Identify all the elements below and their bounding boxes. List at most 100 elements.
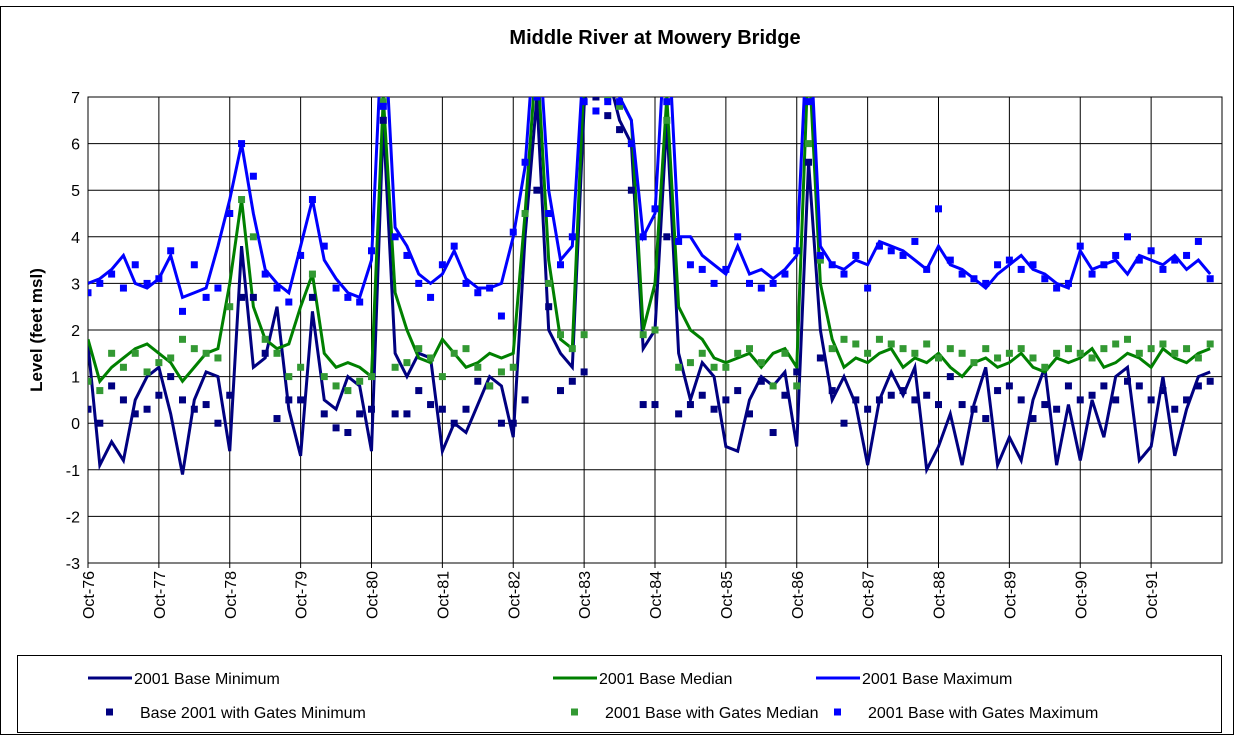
series-marker <box>1017 396 1025 404</box>
series-marker <box>214 419 222 427</box>
series-marker <box>438 405 446 413</box>
series-marker <box>1112 396 1120 404</box>
series-marker <box>805 98 813 106</box>
series-marker <box>923 265 931 273</box>
series-marker <box>88 377 92 385</box>
series-marker <box>108 349 116 357</box>
series-marker <box>403 251 411 259</box>
series-marker <box>1076 242 1084 250</box>
series-marker <box>273 349 281 357</box>
series-marker <box>332 382 340 390</box>
series-marker <box>545 210 553 217</box>
series-marker <box>734 233 742 241</box>
series-marker <box>1112 251 1120 259</box>
series-marker <box>663 116 671 124</box>
series-marker <box>108 382 116 390</box>
series-marker <box>308 196 316 204</box>
series-line <box>88 97 1212 300</box>
series-marker <box>923 340 931 348</box>
series-marker <box>958 349 966 357</box>
series-marker <box>379 102 387 110</box>
legend-label: Base 2001 with Gates Minimum <box>140 705 366 722</box>
series-marker <box>391 233 399 241</box>
series-marker <box>332 424 340 432</box>
series-marker <box>226 303 234 311</box>
series-marker <box>982 415 990 423</box>
series-marker <box>285 298 293 306</box>
legend-label: 2001 Base with Gates Median <box>605 705 818 722</box>
legend-label: 2001 Base Median <box>599 671 732 688</box>
series-marker <box>131 410 139 418</box>
series-marker <box>474 377 482 385</box>
series-marker <box>686 261 694 269</box>
series-marker <box>816 251 824 259</box>
series-marker <box>722 363 730 371</box>
series-marker <box>982 279 990 287</box>
series-marker <box>1194 354 1202 362</box>
series-marker <box>686 359 694 367</box>
y-tick-label: 5 <box>71 183 80 200</box>
series-marker <box>1183 396 1191 404</box>
series-marker <box>757 284 765 292</box>
series-marker <box>155 359 163 367</box>
legend-label: 2001 Base with Gates Maximum <box>868 705 1098 722</box>
series-marker <box>273 284 281 292</box>
series-marker <box>805 158 813 166</box>
series-marker <box>698 265 706 273</box>
series-marker <box>320 373 328 381</box>
x-tick-label: Oct-88 <box>932 571 949 619</box>
series-marker <box>746 410 753 418</box>
series-marker <box>403 410 411 418</box>
series-marker <box>415 279 423 287</box>
series-marker <box>190 405 198 413</box>
series-marker <box>202 401 210 409</box>
series-marker <box>1135 382 1143 390</box>
y-tick-label: 7 <box>71 90 80 107</box>
series-marker <box>769 429 777 437</box>
series-marker <box>297 396 305 404</box>
series-marker <box>497 312 505 320</box>
series-marker <box>155 391 163 399</box>
series-marker <box>1159 265 1167 273</box>
series-marker <box>994 261 1002 269</box>
series-marker <box>840 270 848 278</box>
series-marker <box>757 377 765 385</box>
series-marker <box>1183 251 1191 259</box>
x-tick-label: Oct-90 <box>1073 571 1090 619</box>
series-marker <box>852 340 860 348</box>
series-marker <box>722 396 730 404</box>
plot-area <box>87 96 1223 564</box>
series-marker <box>119 284 127 292</box>
series-marker <box>96 279 104 287</box>
series-marker <box>793 368 801 376</box>
series-marker <box>179 335 186 343</box>
series-marker <box>249 233 257 241</box>
y-tick-label: -1 <box>66 463 80 480</box>
series-marker <box>143 279 151 287</box>
series-marker <box>427 354 435 362</box>
series-marker <box>580 368 588 376</box>
series-marker <box>379 98 387 106</box>
series-marker <box>1029 415 1037 423</box>
series-marker <box>320 410 328 418</box>
series-marker <box>651 205 659 213</box>
legend <box>17 655 1222 733</box>
series-marker <box>261 270 269 278</box>
series-marker <box>793 382 801 390</box>
series-marker <box>131 349 139 357</box>
legend-swatch <box>106 708 113 716</box>
series-marker <box>1005 382 1013 390</box>
series-marker <box>1041 275 1049 283</box>
series-marker <box>1029 354 1037 362</box>
x-tick-label: Oct-85 <box>719 571 736 619</box>
series-marker <box>970 275 978 283</box>
series-marker <box>698 391 706 399</box>
series-marker <box>604 112 612 120</box>
series-marker <box>1147 396 1155 404</box>
series-marker <box>1194 382 1202 390</box>
series-marker <box>935 354 942 362</box>
legend-label: 2001 Base Minimum <box>134 671 280 688</box>
x-tick-label: Oct-79 <box>294 571 311 619</box>
series-marker <box>557 387 564 395</box>
series-marker <box>96 419 104 427</box>
